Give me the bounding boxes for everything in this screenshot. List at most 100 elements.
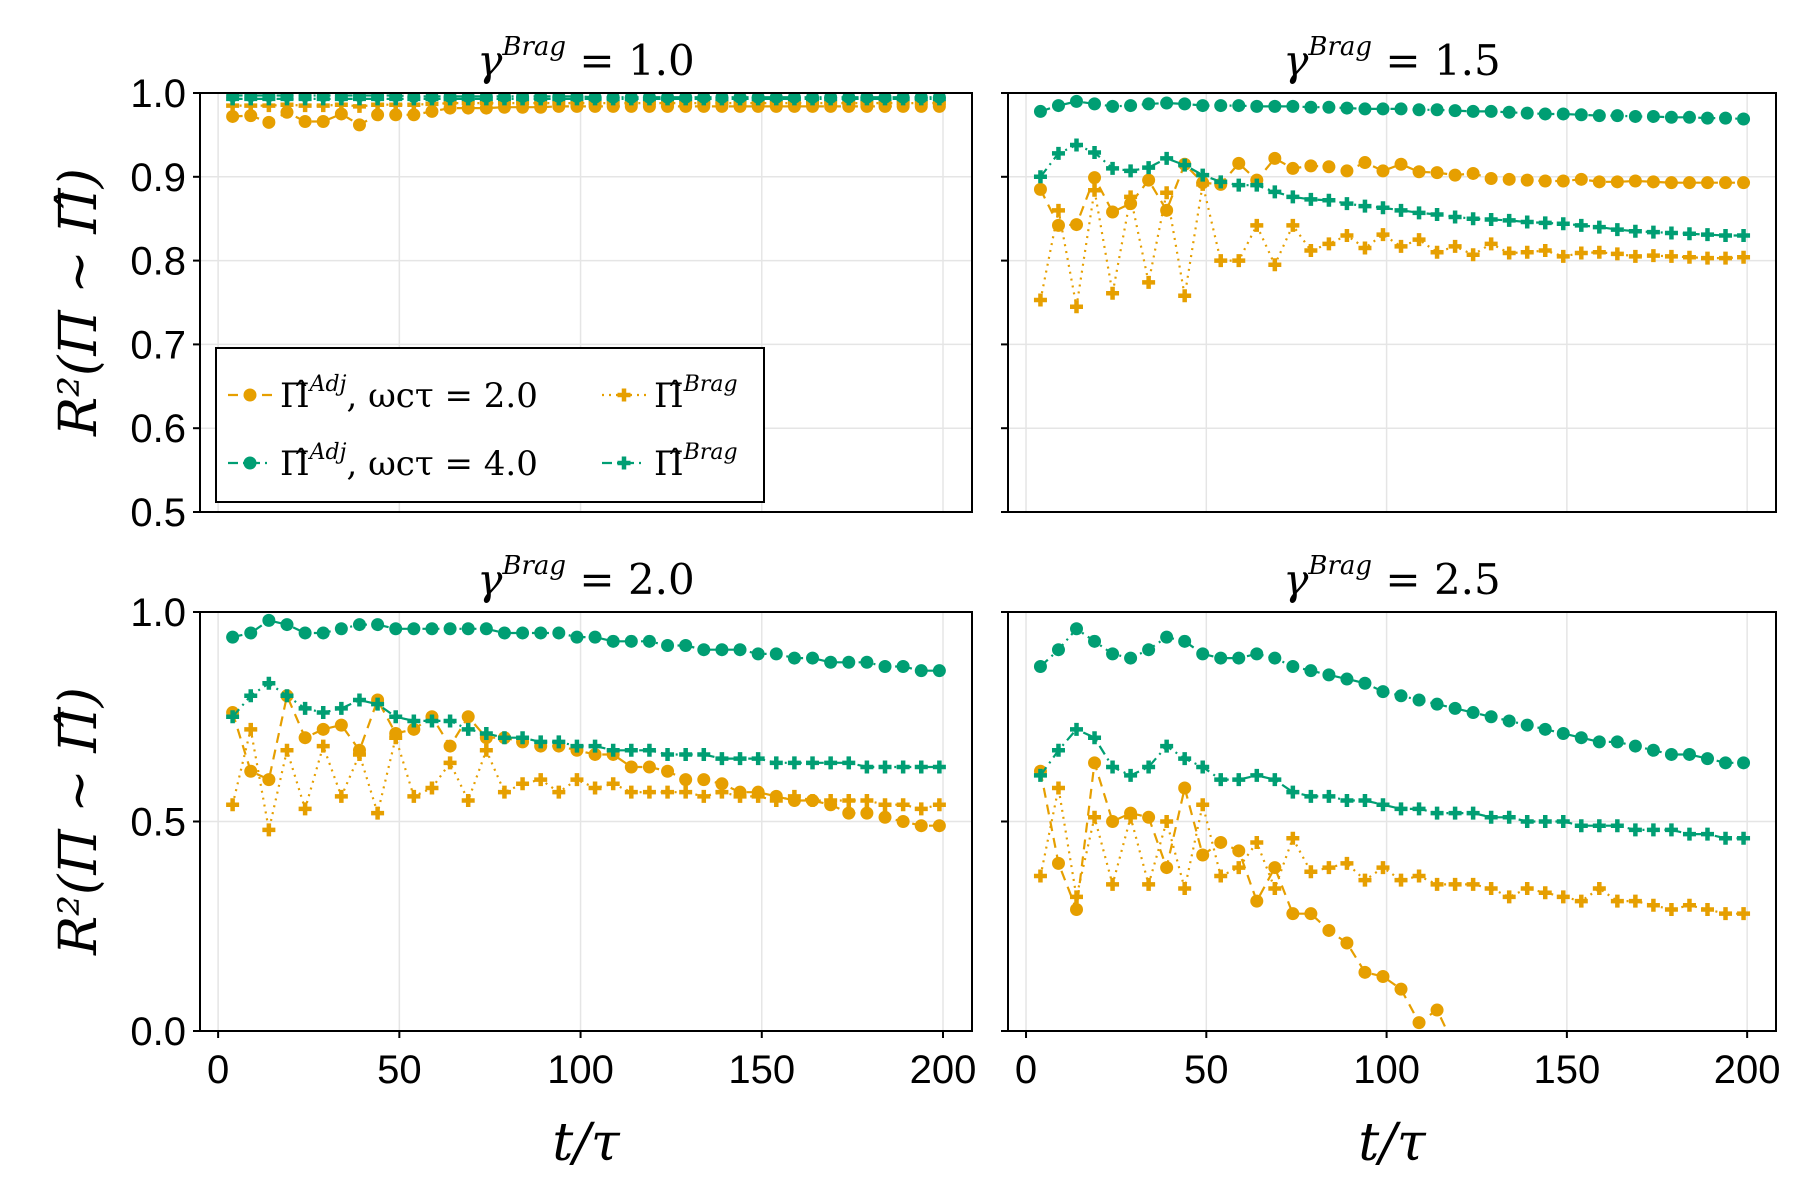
panels-layer: 0.5 0.6 0.7 0.8 0.9 1.0 γBrag = 1.0 γBrag = 1.5… — [130, 32, 1780, 1092]
data-point — [1682, 747, 1696, 761]
data-point — [334, 107, 348, 121]
data-point — [860, 93, 874, 106]
series-line — [1039, 727, 1744, 840]
data-point — [1394, 239, 1408, 253]
data-point — [1412, 802, 1426, 816]
data-point — [497, 626, 511, 640]
legend-label: Π̂Adj, ωcτ = 4.0 — [280, 440, 538, 484]
data-point — [389, 622, 403, 636]
data-point — [661, 764, 675, 778]
data-point — [461, 93, 475, 106]
data-point — [1394, 203, 1408, 217]
data-point — [244, 764, 258, 778]
data-point — [1340, 672, 1354, 686]
data-point — [1106, 877, 1120, 891]
data-point — [1286, 99, 1300, 113]
data-point — [1250, 99, 1264, 113]
x-tick-label: 0 — [1015, 1048, 1037, 1092]
data-point — [1592, 109, 1606, 123]
data-point — [1178, 882, 1192, 896]
panel-title: γBrag = 2.5 — [1283, 551, 1500, 604]
series-1 — [226, 99, 946, 132]
data-point — [1268, 151, 1282, 165]
series-line — [232, 619, 940, 672]
data-point — [896, 93, 910, 106]
data-point — [1502, 213, 1516, 227]
data-point — [425, 104, 439, 118]
data-point — [1574, 108, 1588, 122]
data-point — [1106, 161, 1120, 175]
data-point — [1502, 714, 1516, 728]
data-point — [262, 115, 276, 129]
data-point — [1737, 756, 1751, 770]
data-point — [1070, 722, 1084, 736]
data-point — [1178, 158, 1192, 172]
data-point — [1304, 907, 1318, 921]
data-point — [1520, 882, 1534, 896]
panel-2: γBrag = 1.5 — [1001, 32, 1777, 513]
data-point — [1250, 647, 1264, 661]
data-point — [1340, 228, 1354, 242]
data-point — [1214, 254, 1228, 268]
data-point — [1628, 823, 1642, 837]
data-point — [1033, 869, 1047, 883]
data-point — [1646, 823, 1660, 837]
data-point — [1033, 293, 1047, 307]
data-point — [1484, 171, 1498, 185]
x-axis-label-2: t/τ — [1358, 1113, 1426, 1173]
data-point — [1610, 223, 1624, 237]
data-point — [1106, 760, 1120, 774]
y-tick-label: 0.8 — [130, 240, 186, 284]
data-point — [715, 93, 729, 106]
data-point — [1142, 97, 1156, 111]
data-point — [1106, 205, 1120, 219]
data-point — [1178, 752, 1192, 766]
data-point — [1646, 249, 1660, 263]
data-point — [298, 93, 312, 106]
data-point — [1358, 873, 1372, 887]
data-point — [371, 697, 385, 711]
data-point — [1160, 203, 1174, 217]
data-point — [1160, 96, 1174, 110]
panel-title: γBrag = 1.0 — [477, 32, 694, 85]
data-point — [1196, 647, 1210, 661]
data-point — [1646, 898, 1660, 912]
data-point — [1719, 756, 1733, 770]
data-point — [1286, 218, 1300, 232]
data-point — [1610, 819, 1624, 833]
data-point — [1268, 882, 1282, 896]
data-point — [1484, 810, 1498, 824]
data-point — [1358, 102, 1372, 116]
data-point — [1340, 197, 1354, 211]
data-point — [1286, 907, 1300, 921]
data-point — [642, 634, 656, 648]
data-point — [1340, 164, 1354, 178]
data-point — [1448, 877, 1462, 891]
data-point — [1664, 902, 1678, 916]
data-point — [1394, 982, 1408, 996]
data-point — [425, 93, 439, 106]
data-point — [334, 93, 348, 106]
data-point — [1664, 176, 1678, 190]
data-point — [1448, 701, 1462, 715]
series-line — [232, 101, 940, 108]
data-point — [715, 785, 729, 799]
data-point — [1628, 109, 1642, 123]
plot-area — [1033, 94, 1751, 314]
data-point — [280, 93, 294, 106]
data-point — [1556, 174, 1570, 188]
data-point — [552, 93, 566, 106]
data-point — [1142, 643, 1156, 657]
data-point — [914, 93, 928, 106]
data-point — [316, 626, 330, 640]
series-4 — [1033, 722, 1751, 845]
x-tick-label: 200 — [1714, 1048, 1781, 1092]
data-point — [1484, 104, 1498, 118]
data-point — [1051, 146, 1065, 160]
data-point — [1412, 206, 1426, 220]
data-point — [679, 785, 693, 799]
data-point — [1394, 802, 1408, 816]
data-point — [1322, 193, 1336, 207]
data-point — [352, 93, 366, 106]
data-point — [1286, 831, 1300, 845]
